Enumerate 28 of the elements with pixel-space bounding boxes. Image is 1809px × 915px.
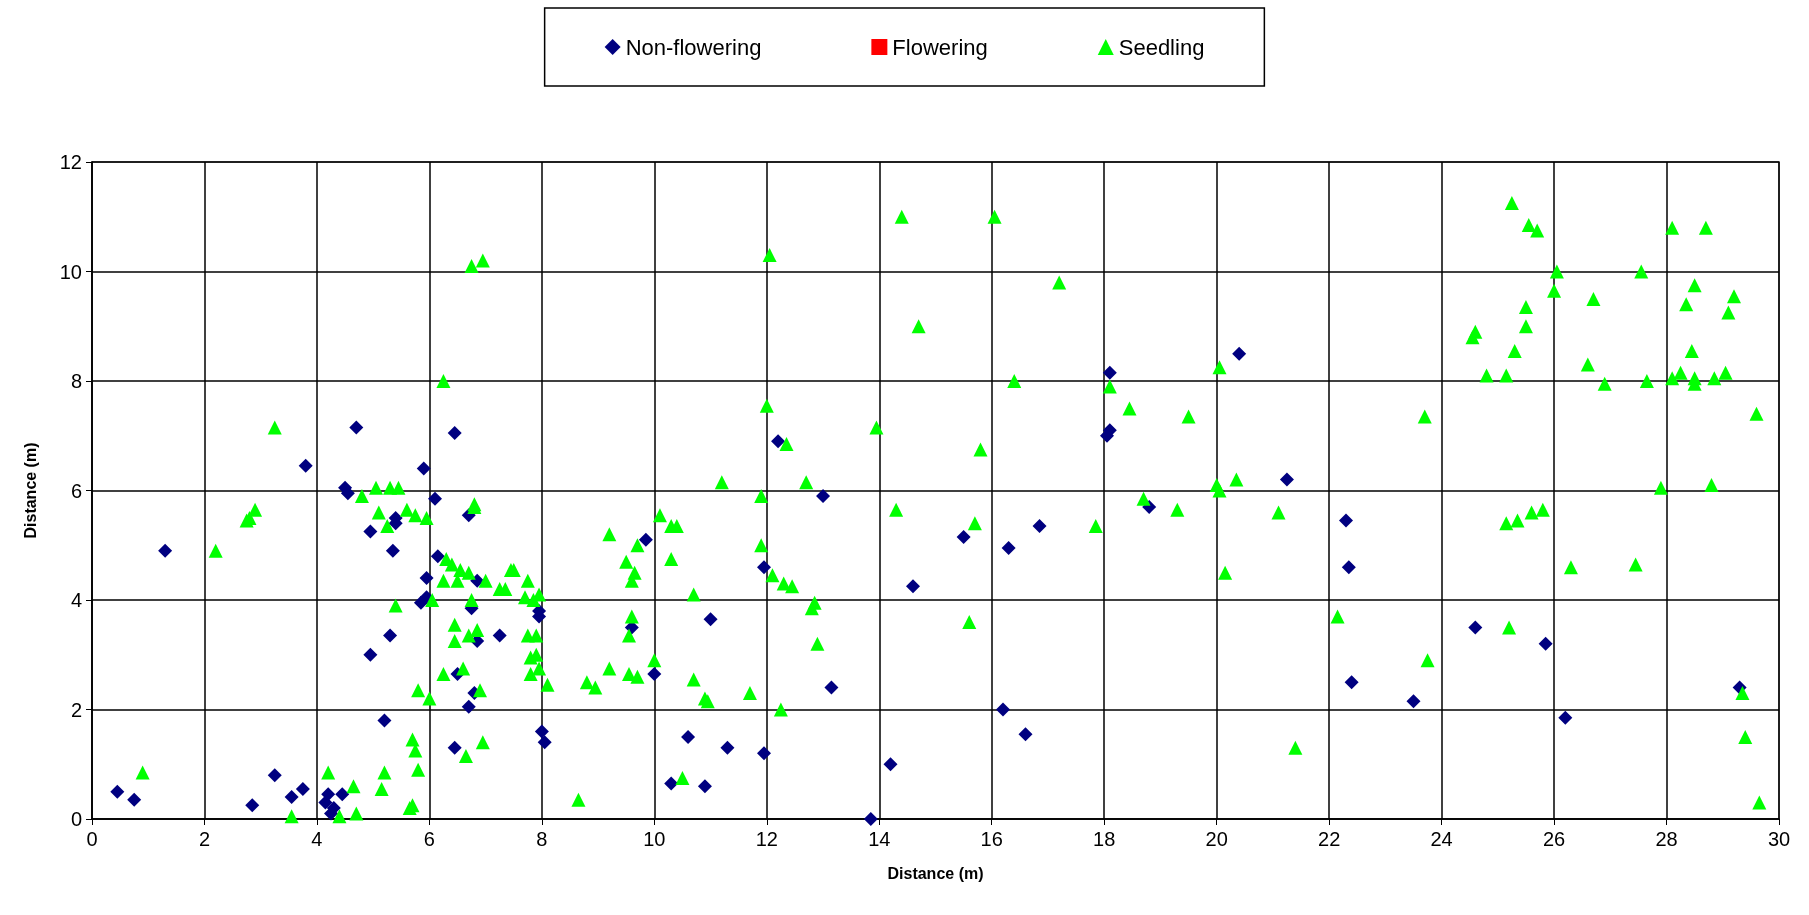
x-tick-label: 0 xyxy=(86,828,98,850)
x-tick-label: 22 xyxy=(1318,828,1341,850)
y-tick-label: 2 xyxy=(70,698,82,721)
x-tick-label: 18 xyxy=(1093,828,1116,850)
y-tick-label: 0 xyxy=(70,808,82,830)
x-tick-label: 2 xyxy=(198,828,211,850)
x-tick-label: 28 xyxy=(1655,828,1678,850)
x-tick-label: 6 xyxy=(423,828,435,850)
x-tick-label: 20 xyxy=(1205,828,1228,850)
x-axis-title: Distance (m) xyxy=(887,864,984,882)
y-tick-label: 8 xyxy=(70,370,82,392)
x-tick-label: 12 xyxy=(755,828,778,850)
legend-label: Flowering xyxy=(892,34,988,60)
y-tick-label: 10 xyxy=(59,260,82,283)
x-tick-label: 24 xyxy=(1430,828,1453,850)
y-tick-label: 4 xyxy=(70,589,82,611)
x-tick-label: 26 xyxy=(1542,828,1566,850)
legend-label: Seedling xyxy=(1118,34,1205,60)
x-tick-label: 16 xyxy=(980,828,1003,850)
x-tick-label: 4 xyxy=(311,828,323,850)
y-axis-title: Distance (m) xyxy=(21,442,39,539)
x-tick-label: 14 xyxy=(868,828,891,850)
x-tick-label: 10 xyxy=(643,828,666,850)
x-tick-label: 30 xyxy=(1767,828,1791,850)
y-tick-label: 12 xyxy=(59,151,82,173)
legend-label: Non-flowering xyxy=(625,34,762,60)
y-tick-label: 6 xyxy=(70,479,82,502)
x-tick-label: 8 xyxy=(536,828,548,850)
